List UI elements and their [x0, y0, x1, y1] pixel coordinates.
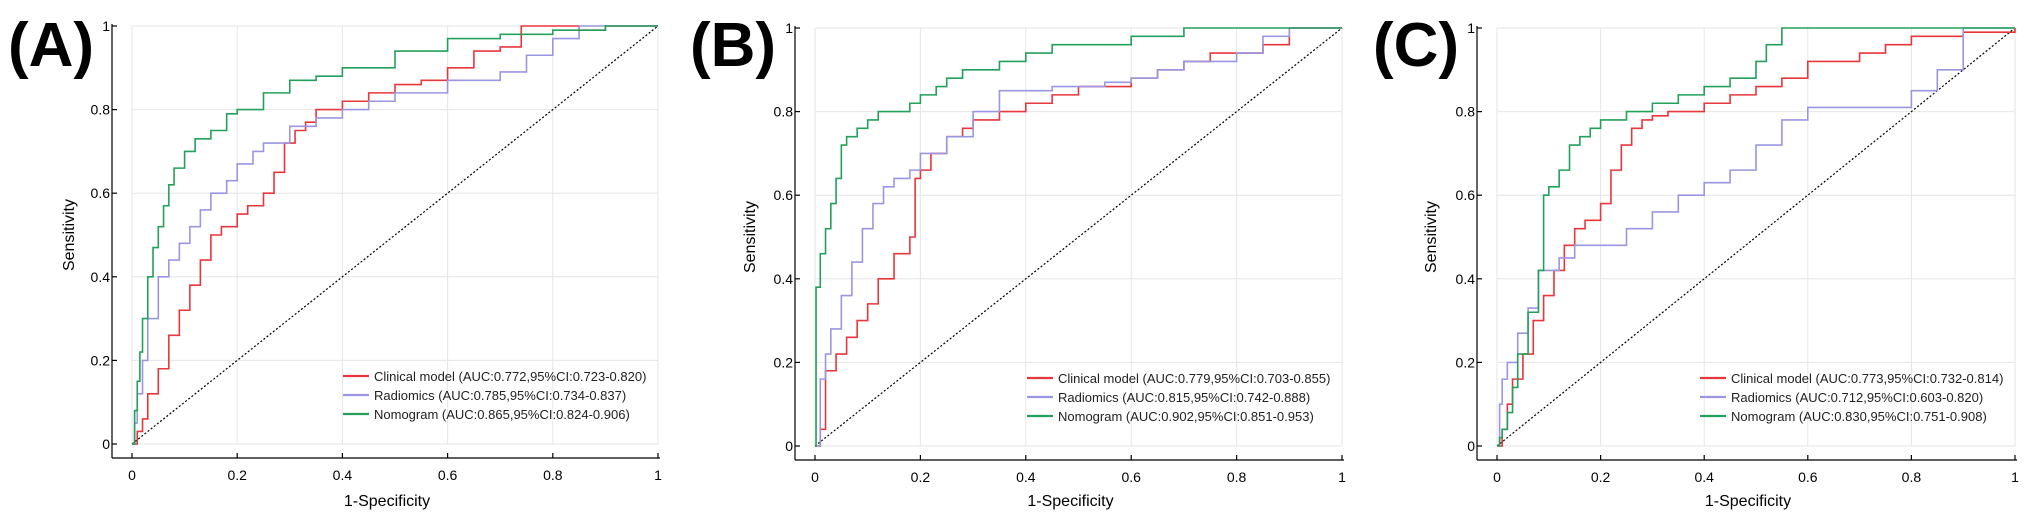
x-tick-label: 0.2 [911, 469, 931, 485]
y-tick-label: 0 [102, 436, 110, 452]
panel-label: (C) [1373, 11, 1459, 80]
legend-label: Nomogram (AUC:0.902,95%CI:0.851-0.953) [1058, 409, 1314, 424]
reference-diagonal [1496, 27, 2016, 447]
chart-panel-2: 0 0.2 0.4 0.6 0.8 1 0 0.2 0.4 0.6 0.8 1 1-Specificit… [690, 11, 1346, 510]
y-tick-label: 0.8 [91, 102, 111, 118]
y-tick-label: 0 [1467, 438, 1475, 454]
x-tick-label: 0.4 [333, 467, 353, 483]
panel-label: (A) [8, 11, 94, 80]
legend-label: Nomogram (AUC:0.830,95%CI:0.751-0.908) [1731, 409, 1987, 424]
legend-label: Radiomics (AUC:0.785,95%CI:0.734-0.837) [374, 388, 626, 403]
x-tick-label: 0.2 [227, 467, 247, 483]
x-tick-label: 0 [128, 467, 136, 483]
roc-curve-series-3 [815, 27, 1342, 447]
roc-curve-series-3 [132, 25, 658, 445]
roc-curve-series-2 [1497, 27, 2015, 447]
y-tick-label: 0.2 [91, 352, 111, 368]
x-tick-label: 0.6 [1798, 469, 1818, 485]
legend-label: Clinical model (AUC:0.772,95%CI:0.723-0.… [374, 369, 646, 384]
legend-label: Radiomics (AUC:0.712,95%CI:0.603-0.820) [1731, 390, 1983, 405]
y-axis-label: Sensitivity [61, 199, 78, 271]
roc-curve-series-2 [132, 25, 658, 445]
y-tick-label: 0.8 [774, 104, 794, 120]
legend-label: Clinical model (AUC:0.773,95%CI:0.732-0.… [1731, 371, 2003, 386]
x-tick-label: 0.8 [1902, 469, 1922, 485]
x-tick-label: 0.8 [1227, 469, 1247, 485]
panel-label: (B) [690, 11, 776, 80]
legend-label: Clinical model (AUC:0.779,95%CI:0.703-0.… [1058, 371, 1330, 386]
x-tick-label: 1 [2011, 469, 2019, 485]
x-tick-label: 0.8 [543, 467, 563, 483]
x-tick-label: 0.4 [1694, 469, 1714, 485]
reference-diagonal [814, 27, 1343, 447]
x-tick-label: 0 [1493, 469, 1501, 485]
roc-curve-series-3 [1497, 27, 2015, 447]
y-tick-label: 1 [785, 20, 793, 36]
roc-curve-series-2 [815, 27, 1342, 447]
x-tick-label: 0.2 [1591, 469, 1611, 485]
y-tick-label: 1 [102, 18, 110, 34]
y-tick-label: 0.2 [1456, 354, 1476, 370]
chart-panel-1: 0 0.2 0.4 0.6 0.8 1 0 0.2 0.4 0.6 0.8 1 1-Specificit… [8, 11, 662, 510]
y-tick-label: 0.4 [774, 271, 794, 287]
y-tick-label: 0.6 [774, 187, 794, 203]
x-tick-label: 0.4 [1016, 469, 1036, 485]
y-tick-label: 0.2 [774, 354, 794, 370]
legend-label: Nomogram (AUC:0.865,95%CI:0.824-0.906) [374, 407, 630, 422]
chart-panel-3: 0 0.2 0.4 0.6 0.8 1 0 0.2 0.4 0.6 0.8 1 1-Specificit… [1373, 11, 2019, 510]
y-tick-label: 0.6 [1456, 187, 1476, 203]
roc-curve-series-1 [132, 25, 658, 445]
x-axis-label: 1-Specificity [344, 493, 430, 510]
x-tick-label: 0 [811, 469, 819, 485]
y-tick-label: 0.6 [91, 185, 111, 201]
y-tick-label: 0.4 [91, 269, 111, 285]
x-tick-label: 0.6 [1121, 469, 1141, 485]
x-tick-label: 0.6 [438, 467, 458, 483]
legend-label: Radiomics (AUC:0.815,95%CI:0.742-0.888) [1058, 390, 1310, 405]
y-tick-label: 0 [785, 438, 793, 454]
y-tick-label: 1 [1467, 20, 1475, 36]
x-tick-label: 1 [1338, 469, 1346, 485]
x-tick-label: 1 [654, 467, 662, 483]
y-axis-label: Sensitivity [1423, 201, 1440, 273]
x-axis-label: 1-Specificity [1705, 493, 1791, 510]
x-axis-label: 1-Specificity [1027, 493, 1113, 510]
roc-curve-series-1 [1497, 28, 2016, 447]
y-axis-label: Sensitivity [742, 201, 759, 273]
y-tick-label: 0.4 [1456, 271, 1476, 287]
y-tick-label: 0.8 [1456, 104, 1476, 120]
